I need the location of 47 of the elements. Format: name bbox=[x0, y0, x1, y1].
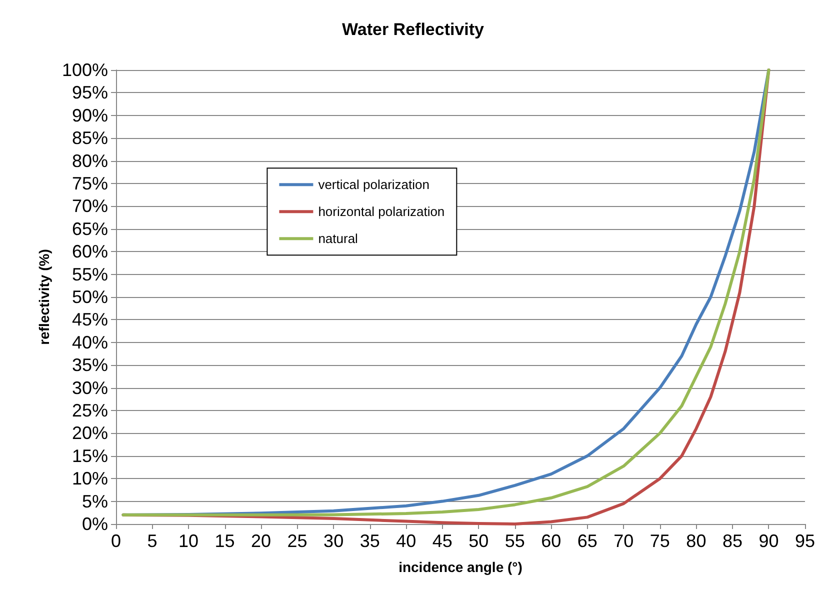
x-tick-label: 60 bbox=[541, 531, 562, 551]
x-tick-label: 70 bbox=[614, 531, 634, 551]
x-tick-label: 30 bbox=[324, 531, 344, 551]
chart-title: Water Reflectivity bbox=[342, 20, 485, 39]
y-tick-label: 70% bbox=[72, 196, 108, 216]
y-tick-label: 45% bbox=[72, 310, 108, 330]
x-tick-label: 50 bbox=[468, 531, 489, 551]
x-tick-label: 85 bbox=[722, 531, 742, 551]
y-tick-label: 55% bbox=[72, 264, 108, 284]
y-tick-label: 85% bbox=[72, 128, 108, 148]
x-tick-label: 20 bbox=[251, 531, 272, 551]
x-axis-title: incidence angle (°) bbox=[398, 559, 522, 575]
y-tick-label: 0% bbox=[82, 514, 108, 534]
x-tick-label: 65 bbox=[577, 531, 598, 551]
y-tick-label: 30% bbox=[72, 378, 108, 398]
x-tick-label: 0 bbox=[110, 531, 122, 551]
y-tick-label: 100% bbox=[62, 60, 108, 80]
x-tick-label: 15 bbox=[214, 531, 235, 551]
x-tick-label: 80 bbox=[686, 531, 706, 551]
y-axis-title: reflectivity (%) bbox=[36, 249, 52, 345]
x-tick-label: 40 bbox=[396, 531, 416, 551]
y-tick-label: 50% bbox=[72, 287, 108, 307]
y-tick-label: 75% bbox=[72, 174, 108, 194]
y-tick-label: 90% bbox=[72, 105, 108, 126]
x-tick-label: 35 bbox=[360, 531, 380, 551]
y-tick-label: 65% bbox=[72, 218, 108, 239]
y-tick-label: 60% bbox=[72, 242, 108, 262]
y-tick-label: 20% bbox=[72, 423, 108, 444]
y-tick-label: 10% bbox=[72, 468, 108, 489]
x-tick-label: 95 bbox=[794, 531, 816, 551]
y-tick-label: 15% bbox=[72, 446, 108, 466]
y-tick-label: 80% bbox=[72, 150, 108, 171]
x-tick-label: 10 bbox=[178, 531, 199, 551]
x-tick-label: 5 bbox=[147, 531, 158, 551]
x-tick-label: 90 bbox=[758, 531, 779, 551]
legend-label: vertical polarization bbox=[318, 177, 430, 192]
y-tick-label: 35% bbox=[72, 355, 108, 376]
y-tick-label: 95% bbox=[72, 82, 108, 103]
x-tick-label: 45 bbox=[432, 531, 452, 551]
legend-label: natural bbox=[318, 231, 358, 246]
x-tick-label: 75 bbox=[650, 531, 670, 551]
x-tick-label: 25 bbox=[287, 531, 308, 551]
y-tick-label: 5% bbox=[82, 491, 108, 512]
x-tick-label: 55 bbox=[504, 531, 525, 551]
y-tick-label: 25% bbox=[72, 400, 108, 420]
y-tick-label: 40% bbox=[72, 332, 108, 352]
legend-label: horizontal polarization bbox=[318, 204, 445, 220]
